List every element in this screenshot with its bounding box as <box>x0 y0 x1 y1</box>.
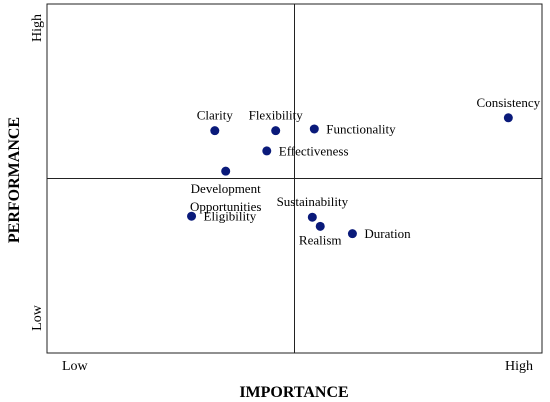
point-sustainability <box>307 212 317 222</box>
label-clarity: Clarity <box>197 108 234 123</box>
label-realism: Realism <box>299 232 342 247</box>
label-sustainability: Sustainability <box>277 194 349 209</box>
label-flexibility: Flexibility <box>249 108 304 123</box>
x-tick-low: Low <box>62 359 89 374</box>
label-consistency: Consistency <box>477 95 541 110</box>
point-eligibility <box>187 211 197 221</box>
label-development-opportunities: Development Opportunities <box>190 181 262 214</box>
y-axis-title: PERFORMANCE <box>6 117 23 243</box>
label-eligibility: Eligibility <box>204 209 257 224</box>
point-realism <box>315 221 325 231</box>
point-functionality <box>309 124 319 134</box>
x-axis-title: IMPORTANCE <box>239 384 348 401</box>
x-tick-high: High <box>505 359 533 374</box>
y-tick-low: Low <box>30 304 45 331</box>
point-clarity <box>210 126 220 136</box>
label-functionality: Functionality <box>326 121 396 136</box>
data-points: Clarity Flexibility Functionality Consisten… <box>187 95 541 247</box>
point-duration <box>347 229 357 239</box>
label-duration: Duration <box>364 226 411 241</box>
point-development-opportunities <box>221 166 231 176</box>
point-effectiveness <box>262 146 272 156</box>
y-tick-high: High <box>30 14 45 42</box>
point-flexibility <box>271 126 281 136</box>
label-effectiveness: Effectiveness <box>279 143 349 158</box>
point-consistency <box>503 113 513 123</box>
